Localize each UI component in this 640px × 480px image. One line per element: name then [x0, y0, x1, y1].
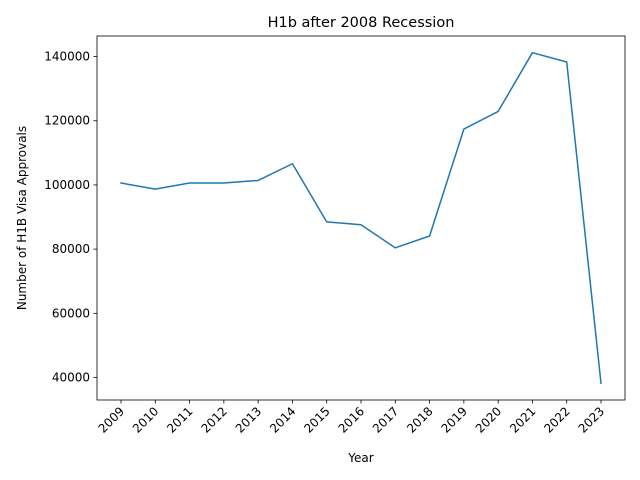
chart-title: H1b after 2008 Recession [268, 15, 455, 31]
y-axis-label: Number of H1B Visa Approvals [15, 126, 29, 310]
y-tick-label: 40000 [52, 371, 90, 385]
y-tick-label: 120000 [44, 114, 90, 128]
y-tick-label: 60000 [52, 306, 90, 320]
series-line-0 [120, 51, 602, 385]
y-tick-label: 80000 [52, 242, 90, 256]
y-tick-label: 140000 [44, 50, 90, 64]
x-axis-label: Year [347, 451, 373, 465]
y-axis-ticks: 40000 60000 80000 100000 120000 140000 [44, 50, 97, 385]
y-tick-label: 100000 [44, 178, 90, 192]
